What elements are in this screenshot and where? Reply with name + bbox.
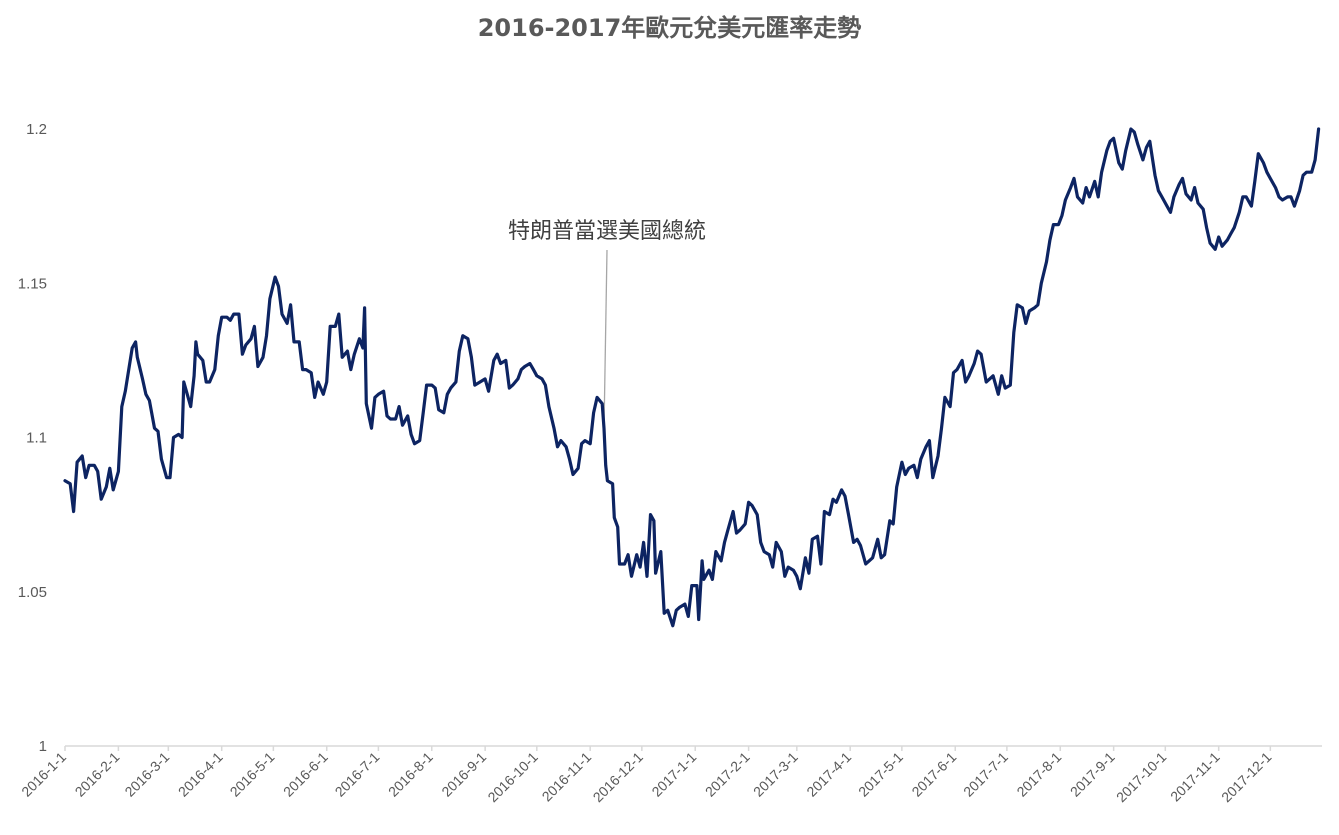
y-tick-label: 1 xyxy=(39,738,47,755)
x-tick-label: 2017-10-1 xyxy=(1113,749,1170,806)
x-tick-label: 2016-4-1 xyxy=(175,749,226,800)
x-tick-label: 2016-12-1 xyxy=(590,749,647,806)
x-tick-label: 2016-7-1 xyxy=(332,749,383,800)
series-group xyxy=(63,127,1321,628)
x-tick-label: 2016-6-1 xyxy=(280,749,331,800)
x-tick-label: 2017-12-1 xyxy=(1218,749,1275,806)
x-tick-label: 2017-5-1 xyxy=(855,749,906,800)
x-tick-label: 2017-9-1 xyxy=(1067,749,1118,800)
eur-usd-series-line xyxy=(63,127,1321,628)
x-tick-label: 2016-1-1 xyxy=(18,749,69,800)
x-tick-label: 2016-10-1 xyxy=(484,749,541,806)
x-tick-label: 2016-3-1 xyxy=(121,749,172,800)
y-axis-tick-labels: 1 1.05 1.1 1.15 1.2 xyxy=(18,121,47,755)
x-tick-label: 2017-6-1 xyxy=(908,749,959,800)
x-tick-label: 2016-11-1 xyxy=(539,749,595,805)
x-tick-label: 2017-4-1 xyxy=(803,749,854,800)
annotation-leader-line xyxy=(603,249,608,433)
x-tick-label: 2017-3-1 xyxy=(750,749,801,800)
x-tick-label: 2016-2-1 xyxy=(72,749,123,800)
x-tick-label: 2017-8-1 xyxy=(1013,749,1064,800)
y-tick-label: 1.15 xyxy=(18,275,47,292)
y-tick-label: 1.1 xyxy=(26,430,47,447)
y-tick-label: 1.2 xyxy=(26,121,47,138)
x-tick-label: 2016-8-1 xyxy=(385,749,436,800)
x-tick-label: 2017-2-1 xyxy=(702,749,753,800)
x-tick-label: 2016-5-1 xyxy=(227,749,278,800)
chart-title: 2016-2017年歐元兌美元匯率走勢 xyxy=(477,14,862,42)
y-tick-label: 1.05 xyxy=(18,584,47,601)
x-tick-label: 2017-11-1 xyxy=(1167,749,1223,805)
annotation-group: 特朗普當選美國總統 xyxy=(508,219,706,433)
annotation-label: 特朗普當選美國總統 xyxy=(508,219,706,244)
x-tick-label: 2016-9-1 xyxy=(438,749,489,800)
x-tick-label: 2017-7-1 xyxy=(960,749,1011,800)
x-tick-label: 2017-1-1 xyxy=(648,749,699,800)
